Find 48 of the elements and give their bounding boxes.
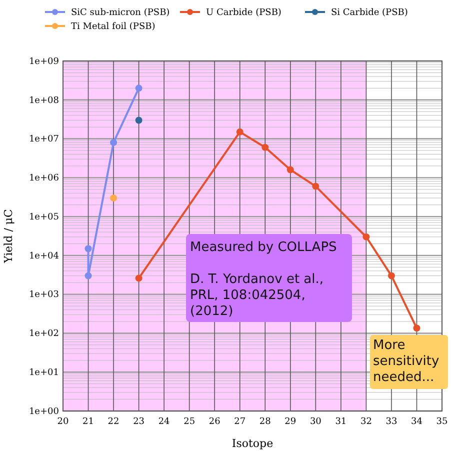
x-tick-label: 22 (108, 417, 120, 427)
x-tick-label: 33 (386, 417, 398, 427)
x-tick-label: 20 (57, 417, 69, 427)
x-tick-label: 29 (284, 417, 296, 427)
point (286, 166, 294, 174)
y-tick-label: 1e+03 (28, 290, 60, 300)
point (236, 128, 244, 136)
x-tick-label: 30 (310, 417, 322, 427)
legend-label: U Carbide (PSB) (206, 8, 282, 18)
x-tick-label: 35 (436, 417, 448, 427)
point (84, 272, 92, 280)
point (312, 182, 320, 190)
point (413, 324, 420, 332)
x-tick-label: 26 (208, 417, 221, 427)
x-tick-label: 28 (259, 417, 272, 427)
y-tick-label: 1e+04 (28, 251, 60, 262)
legend-label: Ti Metal foil (PSB) (71, 22, 156, 32)
point (135, 116, 142, 124)
y-tick-label: 1e+00 (28, 406, 60, 417)
x-tick-label: 24 (158, 417, 170, 427)
y-tick-label: 1e+08 (28, 96, 60, 106)
text: Measured by COLLAPS D. T. Yordanov et al., PRL, 108:042504, (2012) (190, 240, 337, 319)
point (135, 84, 142, 92)
x-tick-label: 27 (234, 417, 246, 427)
x-tick-label: 31 (335, 417, 347, 427)
y-tick-label: 1e+02 (28, 329, 59, 340)
point (362, 233, 370, 240)
annotation: More sensitivity needed... (373, 338, 440, 385)
y-tick-label: 1e+07 (28, 134, 60, 145)
x-tick-label: 21 (82, 417, 94, 427)
point (84, 245, 92, 252)
x-tick-label: 23 (133, 417, 145, 427)
y-tick-label: 1e+09 (28, 56, 60, 67)
point (110, 139, 118, 146)
y-axis-title: Yield / μC (2, 209, 15, 264)
point (388, 272, 395, 280)
point (110, 194, 118, 202)
x-axis-title: Isotope (232, 437, 274, 450)
legend-label: SiC sub-micron (PSB) (71, 8, 170, 18)
point (262, 144, 269, 151)
y-tick-label: 1e+05 (28, 212, 60, 222)
y-tick-label: 1e+01 (28, 368, 59, 378)
point (135, 274, 142, 282)
x-tick-label: 25 (184, 417, 196, 427)
legend-label: Si Carbide (PSB) (331, 8, 408, 18)
y-tick-label: 1e+06 (28, 174, 60, 184)
x-tick-label: 32 (360, 417, 372, 427)
x-tick-label: 34 (411, 417, 423, 427)
